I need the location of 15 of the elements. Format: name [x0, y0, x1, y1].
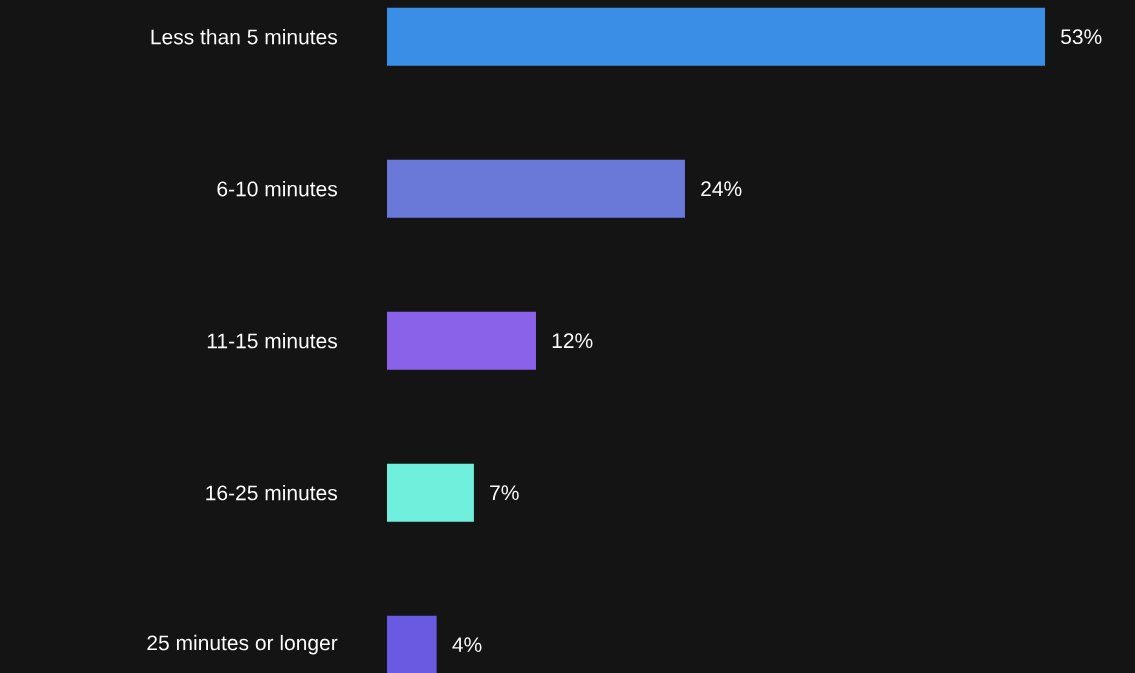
bar	[387, 463, 474, 522]
y-tick-label: Less than 5 minutes	[151, 28, 337, 45]
data-label: 4%	[452, 637, 482, 652]
data-label: 12%	[552, 333, 593, 349]
y-tick-label: 16-25 minutes	[206, 484, 337, 501]
bar	[387, 615, 437, 673]
bar	[387, 159, 685, 218]
y-tick-label: 25 minutes or longer	[147, 634, 338, 655]
bar	[387, 7, 1045, 66]
bar	[387, 311, 536, 370]
data-label: 7%	[490, 485, 519, 501]
y-tick-label: 11-15 minutes	[207, 332, 337, 349]
data-label: 53%	[1061, 29, 1102, 45]
data-label: 24%	[701, 181, 742, 197]
y-tick-label: 6-10 minutes	[217, 180, 337, 197]
